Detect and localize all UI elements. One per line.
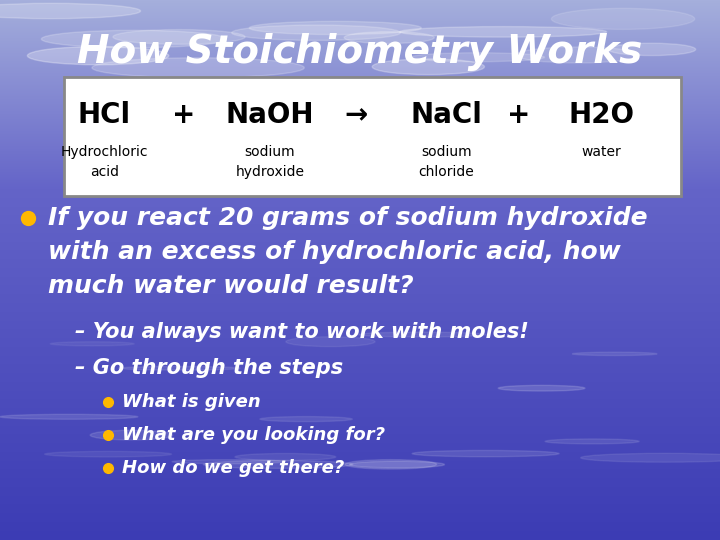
Text: much water would result?: much water would result? (48, 274, 413, 298)
Ellipse shape (359, 332, 486, 337)
Ellipse shape (411, 53, 544, 62)
Text: NaOH: NaOH (226, 101, 314, 129)
Text: sodium: sodium (421, 145, 472, 159)
Ellipse shape (260, 416, 352, 422)
Ellipse shape (203, 461, 353, 468)
Text: HCl: HCl (78, 101, 131, 129)
Text: with an excess of hydrochloric acid, how: with an excess of hydrochloric acid, how (48, 240, 621, 264)
Ellipse shape (372, 59, 485, 75)
Text: NaCl: NaCl (410, 101, 482, 129)
Text: +: + (507, 101, 530, 129)
Ellipse shape (113, 30, 245, 44)
Ellipse shape (412, 450, 559, 457)
Ellipse shape (0, 3, 140, 19)
Text: How Stoichiometry Works: How Stoichiometry Works (77, 33, 643, 71)
Ellipse shape (345, 460, 436, 469)
Ellipse shape (119, 367, 240, 370)
Text: H2O: H2O (568, 101, 634, 129)
Ellipse shape (552, 8, 695, 29)
Ellipse shape (232, 25, 400, 40)
Ellipse shape (235, 454, 336, 461)
Ellipse shape (90, 430, 173, 440)
Ellipse shape (45, 451, 171, 457)
Text: acid: acid (90, 165, 119, 179)
Text: hydroxide: hydroxide (235, 165, 305, 179)
Text: – You always want to work with moles!: – You always want to work with moles! (75, 322, 528, 342)
Ellipse shape (27, 46, 168, 65)
Text: How do we get there?: How do we get there? (122, 459, 344, 477)
Text: What is given: What is given (122, 393, 261, 411)
Ellipse shape (608, 43, 696, 56)
Ellipse shape (545, 439, 639, 444)
Text: chloride: chloride (418, 165, 474, 179)
Ellipse shape (516, 47, 640, 63)
Text: sodium: sodium (245, 145, 295, 159)
Ellipse shape (572, 352, 657, 355)
Text: +: + (172, 101, 195, 129)
Ellipse shape (249, 22, 421, 35)
Ellipse shape (50, 342, 134, 346)
Ellipse shape (349, 461, 444, 468)
Ellipse shape (172, 460, 285, 464)
Ellipse shape (286, 337, 375, 347)
Text: If you react 20 grams of sodium hydroxide: If you react 20 grams of sodium hydroxid… (48, 206, 647, 230)
Text: →: → (345, 101, 368, 129)
Text: Hydrochloric: Hydrochloric (60, 145, 148, 159)
Ellipse shape (581, 453, 720, 462)
Text: What are you looking for?: What are you looking for? (122, 426, 385, 444)
Ellipse shape (400, 26, 607, 37)
Ellipse shape (344, 32, 434, 43)
Ellipse shape (498, 386, 585, 391)
Ellipse shape (92, 58, 305, 78)
Text: – Go through the steps: – Go through the steps (75, 358, 343, 378)
Ellipse shape (41, 30, 226, 48)
Ellipse shape (0, 414, 138, 419)
Text: water: water (581, 145, 621, 159)
FancyBboxPatch shape (64, 77, 681, 196)
